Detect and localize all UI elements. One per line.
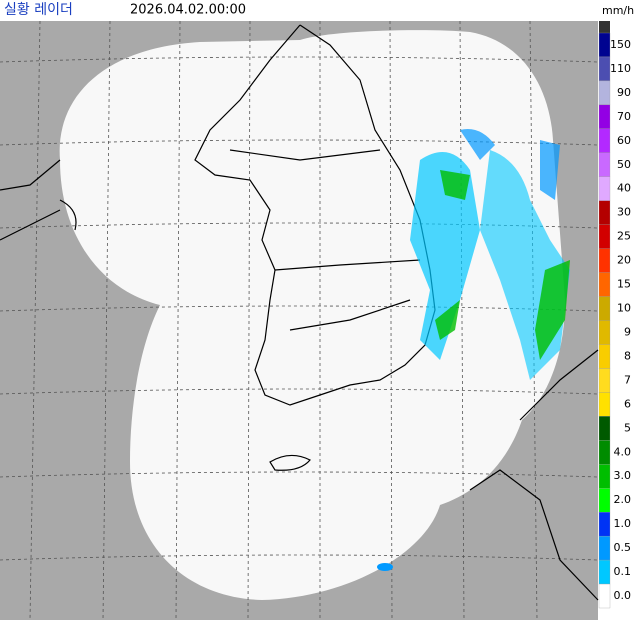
legend-label: 30 bbox=[617, 206, 631, 219]
legend-label: 7 bbox=[624, 373, 631, 386]
title: 실황 레이더 bbox=[4, 2, 73, 18]
legend-label: 110 bbox=[610, 62, 631, 75]
legend-label: 8 bbox=[624, 349, 631, 362]
legend-swatch bbox=[598, 80, 611, 106]
legend-label: 20 bbox=[617, 254, 631, 267]
legend-swatch bbox=[598, 512, 611, 537]
legend-label: 70 bbox=[617, 110, 631, 123]
legend-label: 60 bbox=[617, 134, 631, 147]
legend-swatch bbox=[598, 128, 611, 153]
legend-label: 0.0 bbox=[614, 589, 632, 602]
legend-swatch bbox=[598, 248, 611, 273]
legend-label: 0.1 bbox=[614, 565, 632, 578]
legend-swatch bbox=[598, 368, 611, 393]
legend-swatch bbox=[598, 56, 611, 82]
legend-swatch bbox=[598, 224, 611, 249]
unit: mm/h bbox=[602, 4, 634, 17]
legend-swatch bbox=[598, 488, 611, 513]
legend-swatch bbox=[598, 583, 611, 609]
legend-swatch bbox=[598, 416, 611, 441]
legend-swatch bbox=[598, 176, 611, 201]
legend-swatch bbox=[598, 440, 611, 465]
legend-label: 5 bbox=[624, 421, 631, 434]
legend-label: 40 bbox=[617, 182, 631, 195]
legend-label: 2.0 bbox=[614, 493, 632, 506]
legend-label: 4.0 bbox=[614, 445, 632, 458]
legend-label: 90 bbox=[617, 86, 631, 99]
legend-swatch bbox=[598, 535, 611, 561]
legend-swatch bbox=[598, 272, 611, 297]
legend-swatch bbox=[598, 296, 611, 321]
legend-swatch bbox=[598, 152, 611, 177]
legend-label: 25 bbox=[617, 230, 631, 243]
legend-swatch bbox=[598, 104, 611, 129]
legend-swatch bbox=[598, 464, 611, 489]
legend-label: 150 bbox=[610, 38, 631, 51]
legend-label: 10 bbox=[617, 302, 631, 315]
legend-label: 9 bbox=[624, 325, 631, 338]
legend-swatch bbox=[598, 392, 611, 417]
legend-label: 3.0 bbox=[614, 469, 632, 482]
legend-label: 6 bbox=[624, 397, 631, 410]
legend-label: 15 bbox=[617, 278, 631, 291]
coastlines bbox=[0, 24, 599, 601]
legend-swatch bbox=[598, 344, 611, 369]
legend-label: 1.0 bbox=[614, 517, 632, 530]
legend: 150 110 90 70 60 50 40 30 25 20 15 10 9 8 7 6 5 4.0 3.0 2.0… bbox=[598, 21, 632, 609]
legend-top-band bbox=[599, 21, 610, 33]
legend-label: 0.5 bbox=[614, 541, 632, 554]
legend-swatch bbox=[598, 200, 611, 225]
timestamp: 2026.04.02.00:00 bbox=[130, 3, 246, 18]
legend-swatch bbox=[598, 32, 611, 58]
legend-swatch bbox=[598, 320, 611, 345]
map bbox=[0, 20, 599, 621]
legend-swatch bbox=[598, 559, 611, 585]
legend-label: 50 bbox=[617, 158, 631, 171]
precipitation bbox=[377, 129, 570, 571]
graticule bbox=[0, 20, 599, 621]
